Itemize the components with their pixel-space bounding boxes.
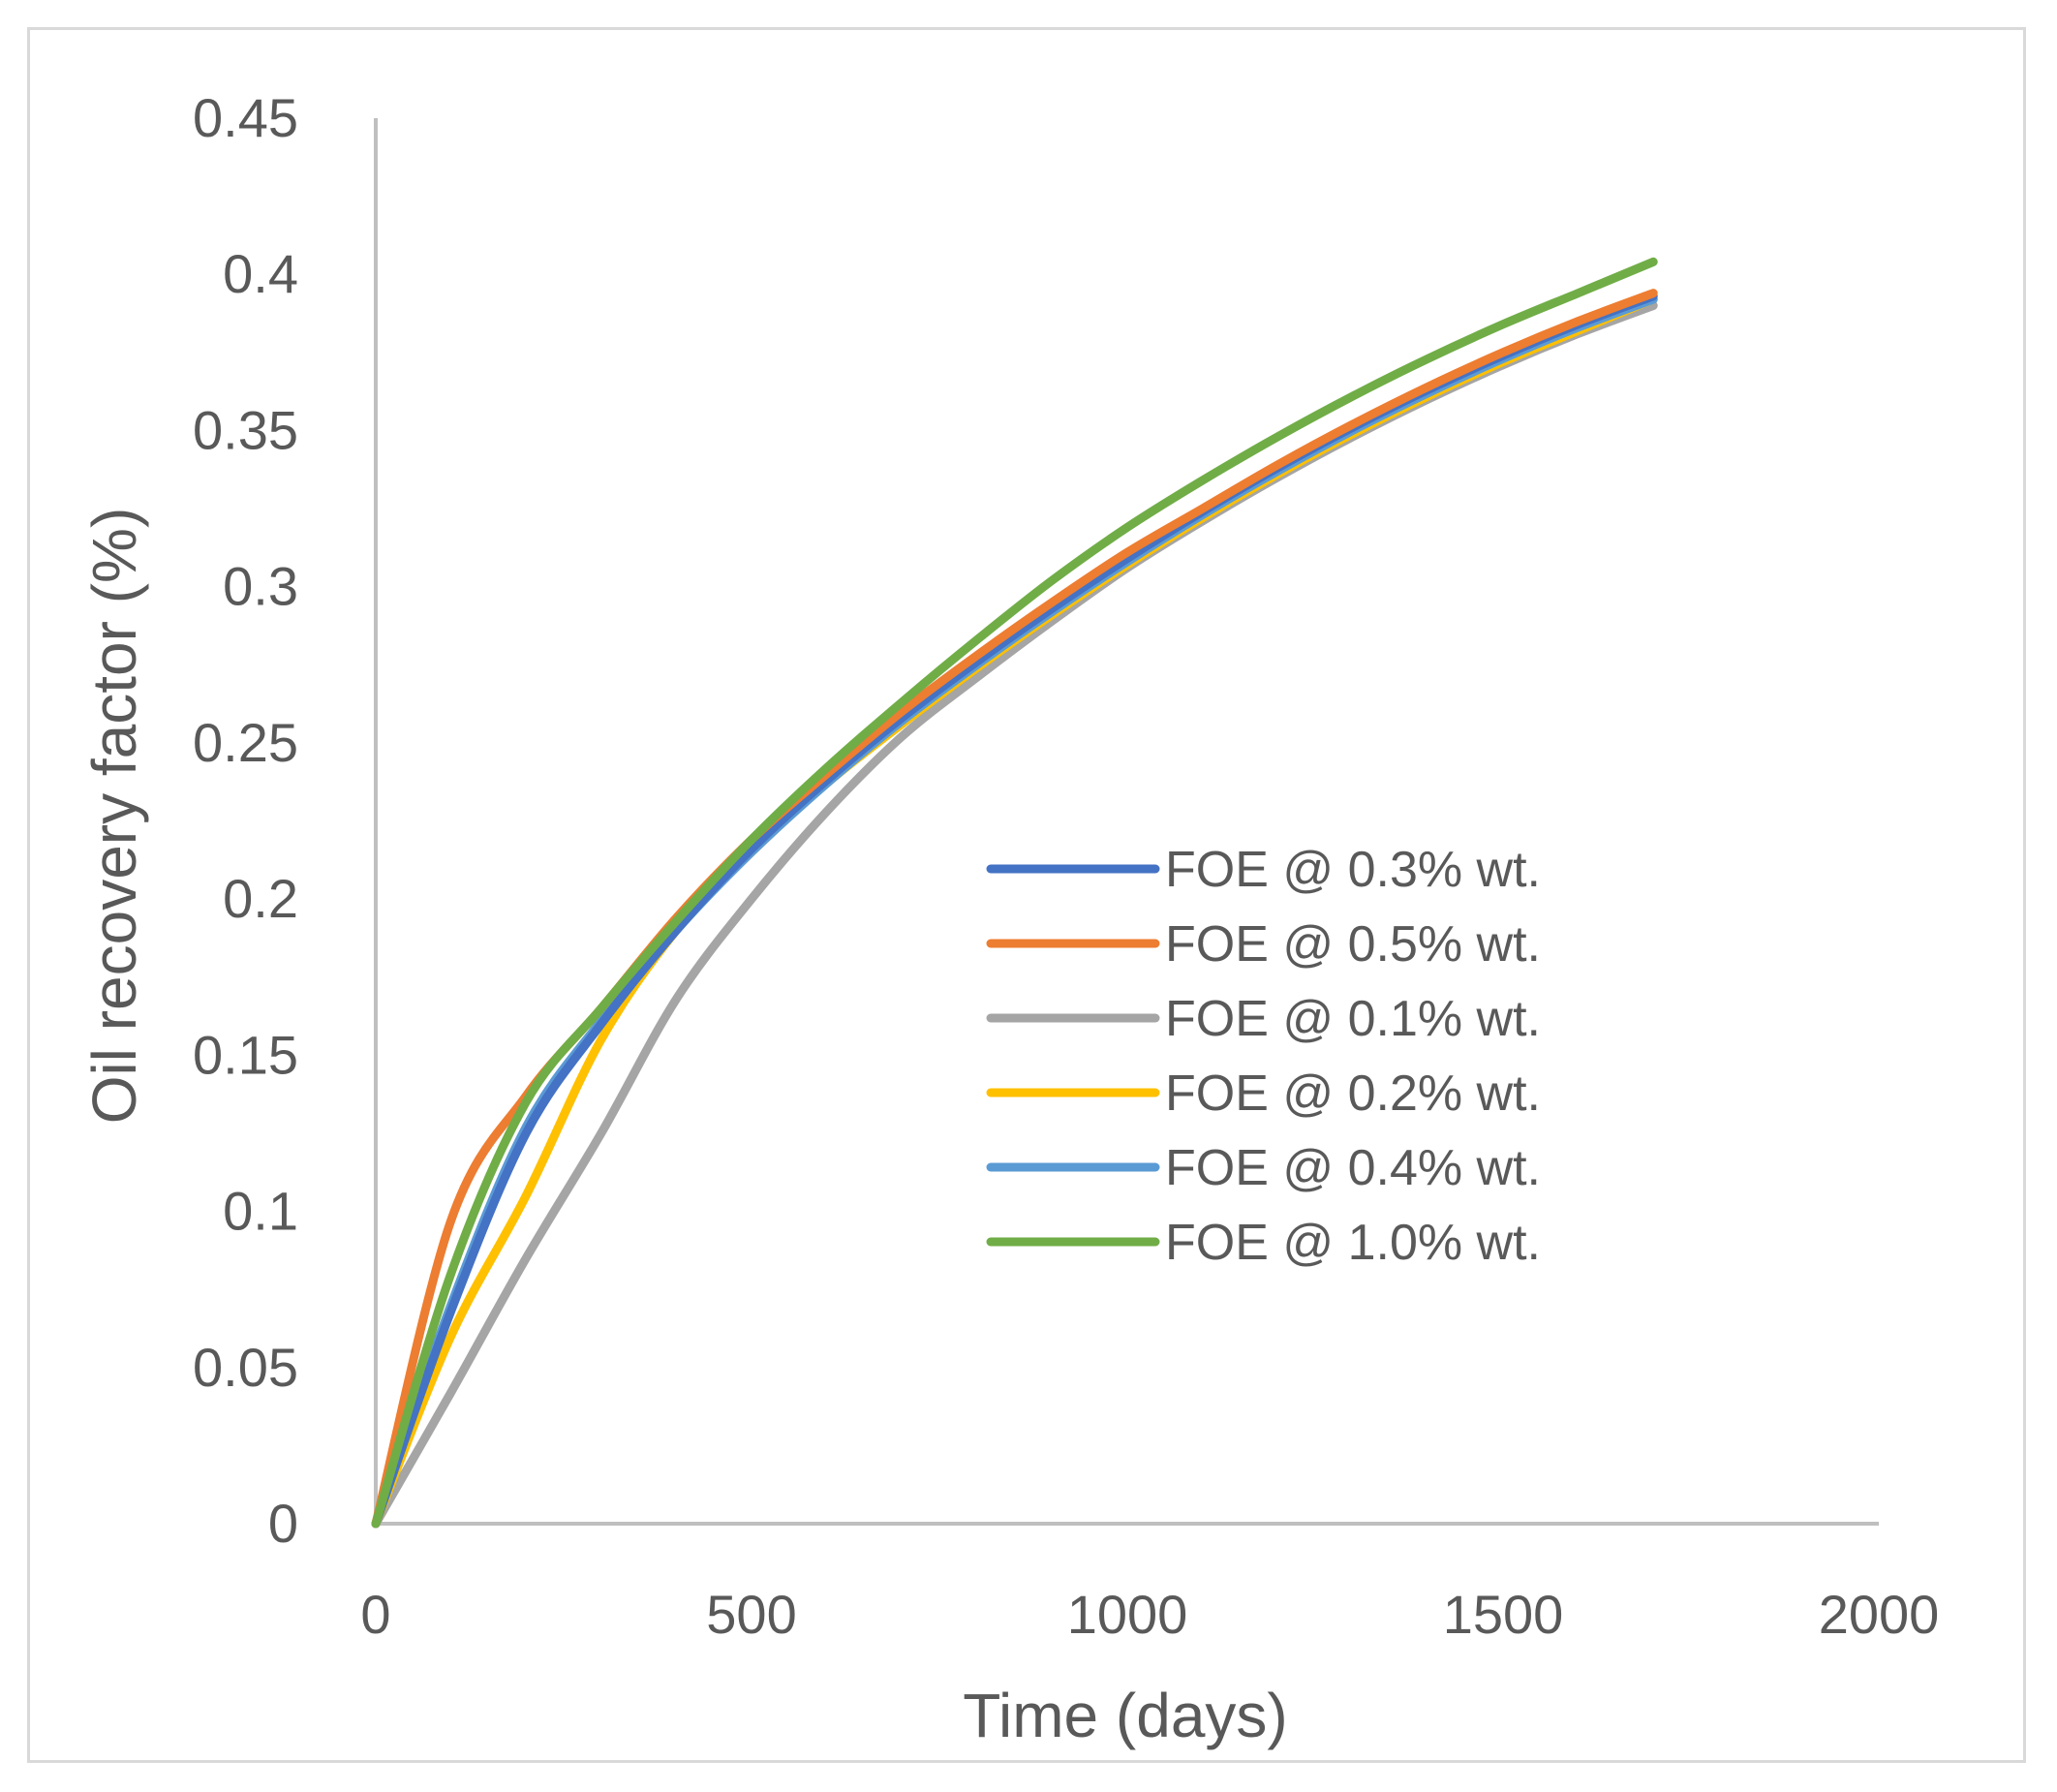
y-tick-label: 0.15 bbox=[193, 1024, 298, 1085]
x-axis-title: Time (days) bbox=[963, 1681, 1287, 1750]
series-line-3 bbox=[371, 301, 1658, 1529]
x-tick-label: 1000 bbox=[1067, 1584, 1188, 1645]
y-tick-label: 0.25 bbox=[193, 712, 298, 773]
legend-label: FOE @ 0.3% wt. bbox=[1165, 842, 1541, 898]
y-tick-label: 0 bbox=[268, 1493, 298, 1554]
y-tick-label: 0.1 bbox=[223, 1181, 298, 1242]
legend-label: FOE @ 1.0% wt. bbox=[1165, 1215, 1541, 1271]
series-line-2 bbox=[371, 289, 1658, 1529]
series-line-6 bbox=[371, 257, 1658, 1529]
series-line-5 bbox=[371, 294, 1658, 1529]
x-tick-label: 0 bbox=[360, 1584, 390, 1645]
y-tick-label: 0.35 bbox=[193, 399, 298, 460]
axes bbox=[374, 118, 1879, 1526]
x-tick-label: 500 bbox=[706, 1584, 796, 1645]
legend-label: FOE @ 0.2% wt. bbox=[1165, 1066, 1541, 1122]
series-lines bbox=[371, 257, 1658, 1529]
y-axis-title: Oil recovery factor (%) bbox=[79, 508, 149, 1125]
x-tick-label: 2000 bbox=[1819, 1584, 1940, 1645]
legend-label: FOE @ 0.4% wt. bbox=[1165, 1140, 1541, 1196]
chart-frame bbox=[27, 27, 2026, 1763]
legend: FOE @ 0.3% wt. FOE @ 0.5% wt. FOE @ 0.1% w… bbox=[986, 842, 1541, 1271]
x-tick-label: 1500 bbox=[1443, 1584, 1564, 1645]
y-tick-label: 0.3 bbox=[223, 556, 298, 617]
legend-label: FOE @ 0.5% wt. bbox=[1165, 916, 1541, 973]
y-tick-label: 0.4 bbox=[223, 243, 298, 304]
y-tick-label: 0.05 bbox=[193, 1337, 298, 1398]
series-line-4 bbox=[371, 294, 1658, 1529]
series-line-1 bbox=[371, 292, 1658, 1529]
y-tick-label: 0.45 bbox=[193, 87, 298, 148]
x-tick-labels: 0 500 1000 1500 2000 bbox=[360, 1584, 1939, 1645]
legend-label: FOE @ 0.1% wt. bbox=[1165, 991, 1541, 1047]
y-tick-label: 0.2 bbox=[223, 868, 298, 929]
y-tick-labels: 0 0.05 0.1 0.15 0.2 0.25 0.3 0.35 0.4 0.45 bbox=[193, 87, 298, 1554]
